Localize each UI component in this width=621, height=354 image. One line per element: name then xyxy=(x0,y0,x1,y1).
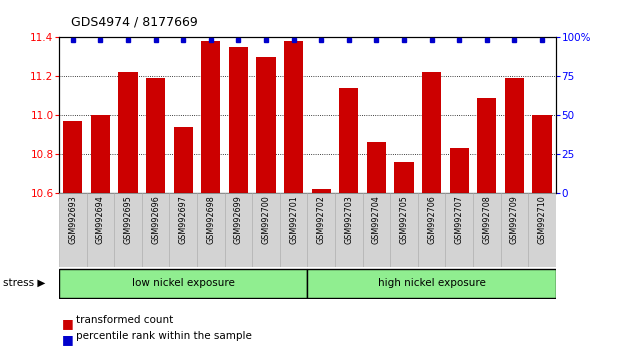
Bar xyxy=(363,193,390,267)
Bar xyxy=(59,269,307,297)
Bar xyxy=(390,193,418,267)
Bar xyxy=(335,193,363,267)
Text: GSM992704: GSM992704 xyxy=(372,195,381,244)
Bar xyxy=(197,193,225,267)
Bar xyxy=(307,269,556,297)
Bar xyxy=(173,127,193,193)
Bar xyxy=(142,193,170,267)
Bar xyxy=(532,115,551,193)
Text: GSM992709: GSM992709 xyxy=(510,195,519,244)
Text: GSM992703: GSM992703 xyxy=(344,195,353,244)
Bar xyxy=(528,193,556,267)
Bar xyxy=(394,162,414,193)
Text: GSM992699: GSM992699 xyxy=(234,195,243,244)
Text: low nickel exposure: low nickel exposure xyxy=(132,278,235,288)
Bar xyxy=(339,88,358,193)
Bar xyxy=(252,193,280,267)
Text: GSM992694: GSM992694 xyxy=(96,195,105,244)
Text: GSM992702: GSM992702 xyxy=(317,195,325,244)
Bar xyxy=(284,41,303,193)
Text: GSM992708: GSM992708 xyxy=(483,195,491,244)
Text: GSM992695: GSM992695 xyxy=(124,195,132,244)
Bar xyxy=(367,142,386,193)
Bar xyxy=(307,193,335,267)
Text: GSM992710: GSM992710 xyxy=(538,195,546,244)
Text: stress ▶: stress ▶ xyxy=(3,278,45,288)
Text: GSM992705: GSM992705 xyxy=(399,195,409,244)
Bar xyxy=(86,193,114,267)
Bar xyxy=(505,78,524,193)
Bar xyxy=(229,47,248,193)
Text: GSM992701: GSM992701 xyxy=(289,195,298,244)
Bar xyxy=(59,193,86,267)
Text: GSM992696: GSM992696 xyxy=(151,195,160,244)
Bar xyxy=(280,193,307,267)
Bar xyxy=(119,72,138,193)
Bar xyxy=(450,148,469,193)
Text: GSM992697: GSM992697 xyxy=(179,195,188,244)
Text: GDS4974 / 8177669: GDS4974 / 8177669 xyxy=(71,16,198,29)
Text: GSM992700: GSM992700 xyxy=(261,195,271,244)
Bar xyxy=(256,57,276,193)
Bar xyxy=(114,193,142,267)
Bar xyxy=(501,193,528,267)
Text: percentile rank within the sample: percentile rank within the sample xyxy=(76,331,252,341)
Text: ■: ■ xyxy=(62,333,74,346)
Bar xyxy=(418,193,445,267)
Bar xyxy=(422,72,442,193)
Bar xyxy=(170,193,197,267)
Bar xyxy=(225,193,252,267)
Text: GSM992693: GSM992693 xyxy=(68,195,77,244)
Text: ■: ■ xyxy=(62,317,74,330)
Bar xyxy=(63,121,83,193)
Bar xyxy=(312,189,331,193)
Bar xyxy=(477,98,496,193)
Bar xyxy=(146,78,165,193)
Text: high nickel exposure: high nickel exposure xyxy=(378,278,486,288)
Text: GSM992707: GSM992707 xyxy=(455,195,464,244)
Bar xyxy=(91,115,110,193)
Text: transformed count: transformed count xyxy=(76,315,174,325)
Text: GSM992706: GSM992706 xyxy=(427,195,436,244)
Bar xyxy=(473,193,501,267)
Text: GSM992698: GSM992698 xyxy=(206,195,215,244)
Bar xyxy=(445,193,473,267)
Bar xyxy=(201,41,220,193)
